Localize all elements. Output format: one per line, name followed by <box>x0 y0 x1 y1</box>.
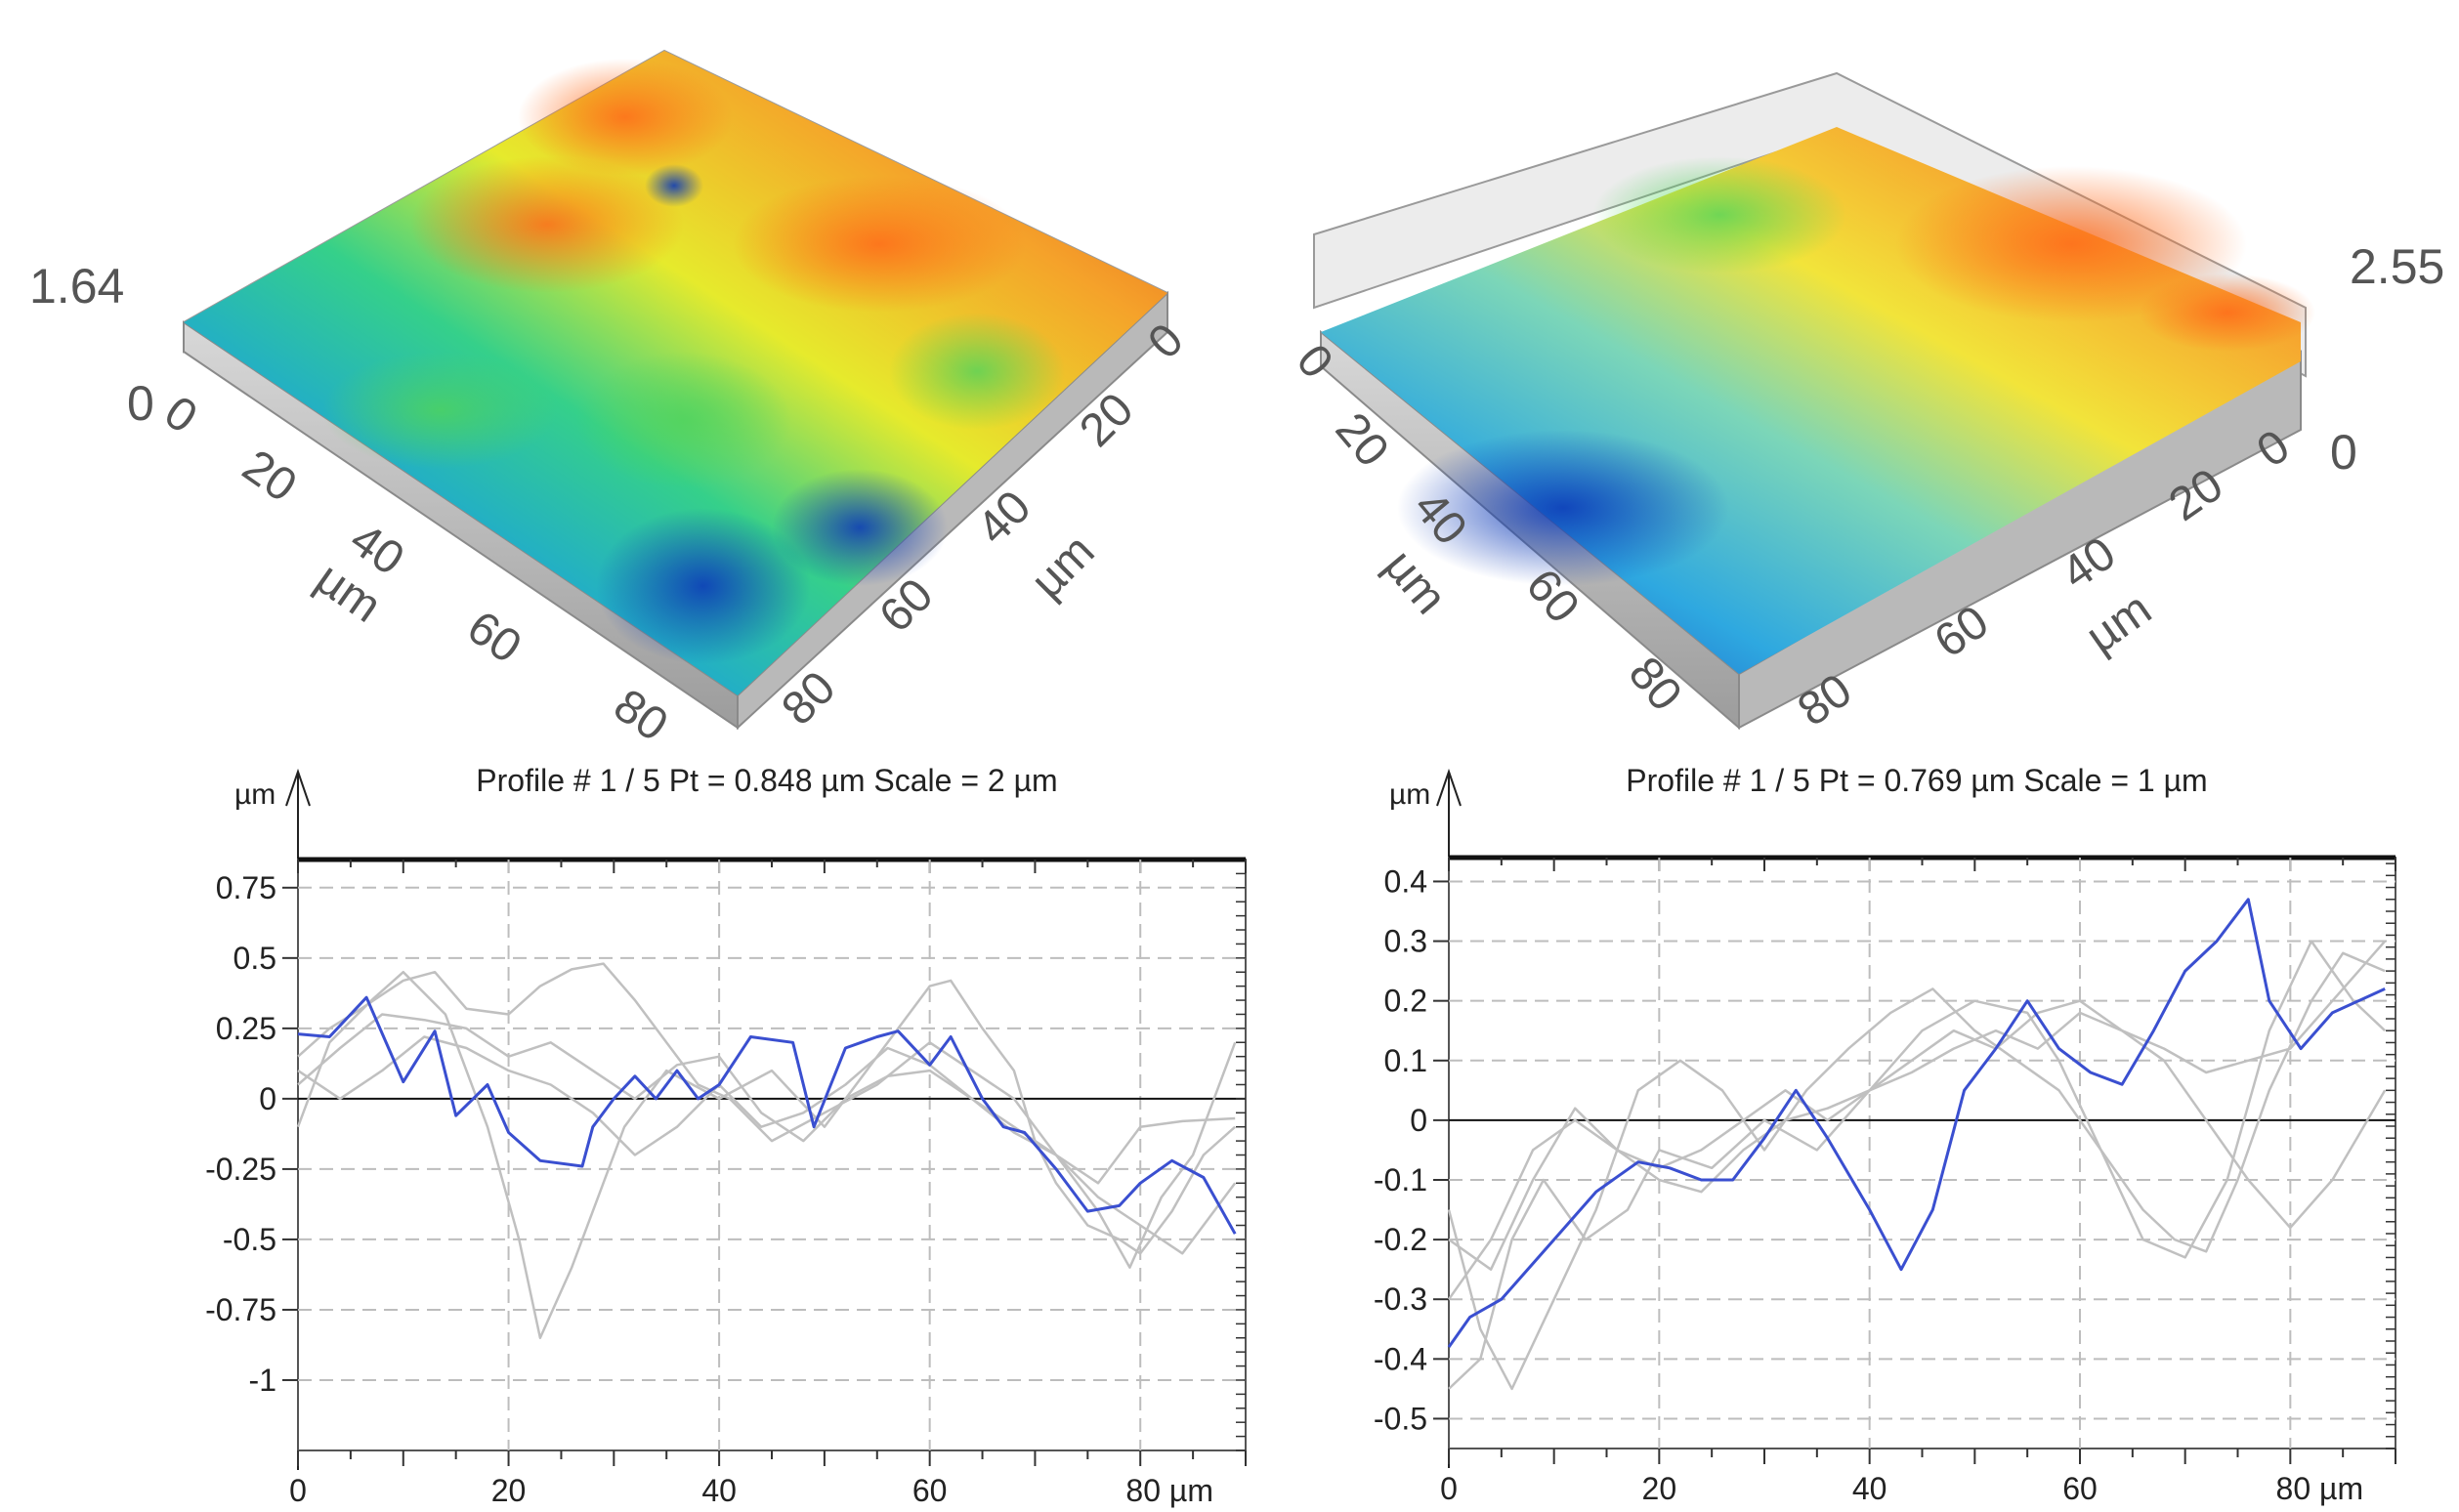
y-tick-label: -0.1 <box>1374 1162 1427 1197</box>
surface-right-zmax-label: 2.55 <box>2350 239 2444 294</box>
chart-title: Profile # 1 / 5 Pt = 0.848 µm Scale = 2 … <box>476 763 1057 798</box>
profile-line <box>1447 940 2387 1300</box>
y-axis-unit-label: µm <box>234 778 276 811</box>
y-tick-label: 0.25 <box>216 1011 276 1046</box>
y-tick-label: 0 <box>259 1081 276 1116</box>
surface-3d-left: 1.64 0 0 20 40 60 80 µm 0 20 40 60 80 µm <box>29 49 1194 752</box>
y-tick-label: 0.75 <box>216 870 276 905</box>
surface-left-texture <box>322 59 1065 664</box>
profile-line <box>1448 999 2387 1271</box>
x-tick-label: 20 <box>491 1473 527 1508</box>
y-tick-label: 0.2 <box>1384 984 1427 1019</box>
profile-line-selected <box>297 995 1237 1235</box>
y-tick-label: -0.5 <box>223 1222 276 1257</box>
surface-left-right-unit: µm <box>1021 525 1104 608</box>
profile-line <box>297 1013 1237 1255</box>
y-tick-label: 0.5 <box>233 941 276 976</box>
profile-line <box>1448 951 2386 1390</box>
x-tick-label: 0 <box>289 1473 307 1508</box>
y-tick-label: -1 <box>249 1363 276 1398</box>
y-tick-label: -0.3 <box>1374 1281 1427 1317</box>
x-tick-label: 60 <box>2062 1471 2098 1506</box>
y-tick-label: 0.4 <box>1384 863 1427 899</box>
surface-left-left-tick: 0 <box>155 387 206 444</box>
x-tick-label: 40 <box>701 1473 737 1508</box>
profile-line <box>297 1035 1236 1185</box>
plot-frame <box>297 859 1247 1451</box>
profile-line-selected <box>1447 898 2386 1348</box>
x-tick-label: 0 <box>1440 1471 1458 1506</box>
surface-left-left-tick: 60 <box>458 602 530 674</box>
y-tick-label: -0.75 <box>205 1292 276 1327</box>
y-tick-label: -0.2 <box>1374 1222 1427 1257</box>
profile-line <box>297 962 1237 1269</box>
y-tick-label: 0.3 <box>1384 924 1427 959</box>
x-tick-label: 80 µm <box>2276 1471 2364 1506</box>
surface-right-zmin-label: 0 <box>2330 425 2357 480</box>
surface-3d-right: 2.55 0 0 20 40 60 80 µm 0 20 40 60 80 µm <box>1287 71 2444 736</box>
surface-right-right-unit: µm <box>2077 583 2161 663</box>
x-tick-label: 20 <box>1642 1471 1677 1506</box>
profile-line <box>296 970 1237 1340</box>
y-axis-arrow <box>285 768 311 807</box>
y-axis-unit-label: µm <box>1389 778 1430 811</box>
profile-line <box>1447 940 2387 1391</box>
y-tick-label: -0.25 <box>205 1152 276 1187</box>
y-axis-arrow <box>1436 768 1462 807</box>
surface-left-zmin-label: 0 <box>127 376 154 431</box>
chart-title: Profile # 1 / 5 Pt = 0.769 µm Scale = 1 … <box>1626 763 2207 798</box>
x-tick-label: 40 <box>1852 1471 1887 1506</box>
profile-chart-left: Profile # 1 / 5 Pt = 0.848 µm Scale = 2 … <box>205 763 1247 1508</box>
x-tick-label: 60 <box>912 1473 948 1508</box>
y-tick-label: 0 <box>1410 1103 1427 1138</box>
y-tick-label: -0.5 <box>1374 1401 1427 1436</box>
surface-left-left-tick: 20 <box>233 441 306 513</box>
surface-left-left-tick: 80 <box>605 680 677 752</box>
y-tick-label: -0.4 <box>1374 1341 1427 1376</box>
surface-right-texture <box>1397 156 2315 586</box>
y-tick-label: 0.1 <box>1384 1043 1427 1078</box>
x-tick-label: 80 µm <box>1125 1473 1213 1508</box>
surface-left-zmax-label: 1.64 <box>29 259 124 314</box>
profile-chart-right: Profile # 1 / 5 Pt = 0.769 µm Scale = 1 … <box>1374 763 2396 1506</box>
